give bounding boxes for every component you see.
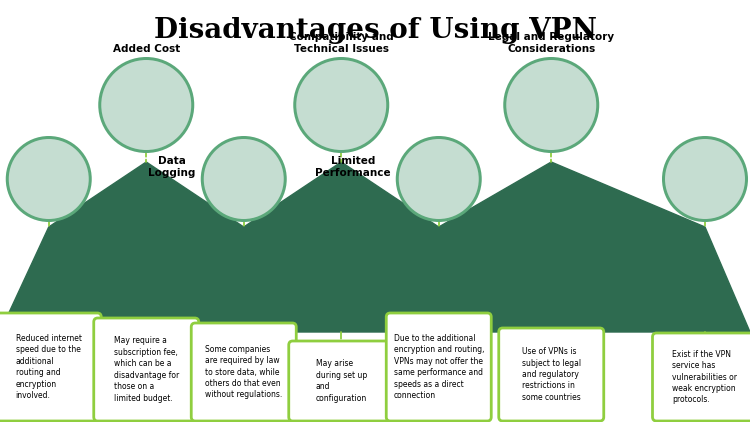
Circle shape — [399, 139, 478, 219]
FancyBboxPatch shape — [499, 328, 604, 421]
Circle shape — [204, 139, 284, 219]
Text: May require a
subscription fee,
which can be a
disadvantage for
those on a
limit: May require a subscription fee, which ca… — [114, 336, 178, 403]
FancyBboxPatch shape — [289, 341, 394, 421]
Circle shape — [665, 139, 745, 219]
Text: Data
Logging: Data Logging — [148, 156, 196, 178]
Circle shape — [6, 136, 91, 222]
Circle shape — [506, 60, 596, 150]
Circle shape — [101, 60, 191, 150]
Text: Exist if the VPN
service has
vulnerabilities or
weak encryption
protocols.: Exist if the VPN service has vulnerabili… — [673, 349, 737, 404]
FancyBboxPatch shape — [94, 318, 199, 421]
Text: Disadvantages of Using VPN: Disadvantages of Using VPN — [154, 17, 596, 44]
Text: Added Cost: Added Cost — [112, 44, 180, 54]
FancyBboxPatch shape — [0, 313, 101, 421]
Text: Legal and Regulatory
Considerations: Legal and Regulatory Considerations — [488, 32, 614, 54]
Text: Some companies
are required by law
to store data, while
others do that even
with: Some companies are required by law to st… — [205, 345, 282, 399]
Text: Limited
Performance: Limited Performance — [315, 156, 391, 178]
Text: Compatibility and
Technical Issues: Compatibility and Technical Issues — [289, 32, 394, 54]
Text: Due to the additional
encryption and routing,
VPNs may not offer the
same perfor: Due to the additional encryption and rou… — [394, 334, 484, 400]
Circle shape — [201, 136, 286, 222]
FancyBboxPatch shape — [652, 333, 750, 421]
Circle shape — [503, 57, 599, 153]
Text: Reduced
Internet Speed: Reduced Internet Speed — [0, 156, 1, 178]
FancyBboxPatch shape — [386, 313, 491, 421]
Circle shape — [9, 139, 88, 219]
Circle shape — [98, 57, 194, 153]
FancyBboxPatch shape — [191, 323, 296, 421]
Circle shape — [296, 60, 386, 150]
Text: Reduced internet
speed due to the
additional
routing and
encryption
involved.: Reduced internet speed due to the additi… — [16, 334, 82, 400]
Circle shape — [293, 57, 389, 153]
Circle shape — [396, 136, 482, 222]
Polygon shape — [0, 162, 750, 332]
Circle shape — [662, 136, 748, 222]
Text: May arise
during set up
and
configuration: May arise during set up and configuratio… — [316, 359, 367, 403]
Text: Use of VPNs is
subject to legal
and regulatory
restrictions in
some countries: Use of VPNs is subject to legal and regu… — [522, 347, 580, 402]
